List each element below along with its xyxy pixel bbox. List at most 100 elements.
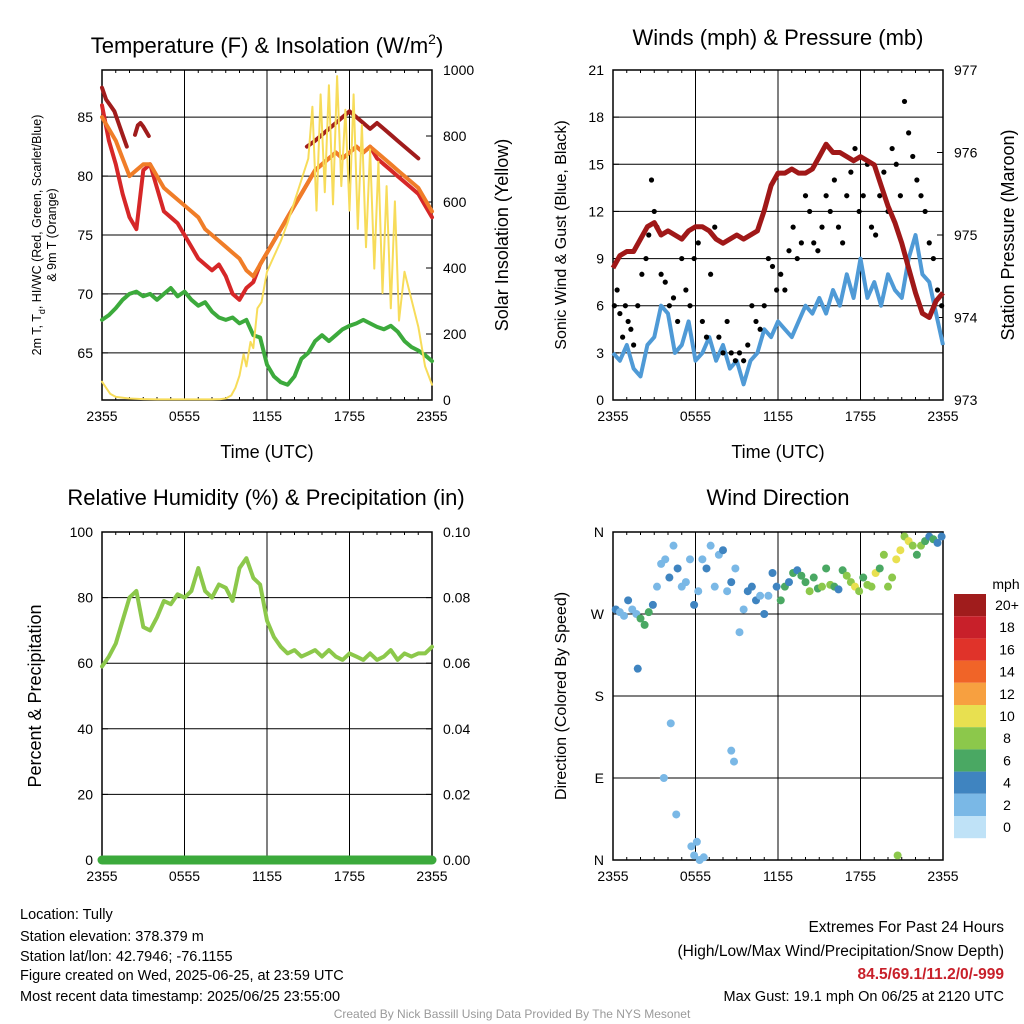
gust-point (635, 303, 641, 309)
gust-point (889, 145, 895, 152)
gust-point (897, 193, 903, 199)
direction-point (937, 532, 946, 541)
legend-label: 12 (999, 686, 1015, 702)
gust-point (620, 334, 626, 340)
gust-point (639, 271, 645, 277)
gust-point (786, 248, 792, 254)
location-text: Location: Tully (20, 907, 113, 923)
gust-point (753, 318, 759, 325)
gust-point (648, 177, 655, 183)
legend-label: 16 (999, 641, 1015, 657)
x-tick-label: 0555 (169, 408, 200, 424)
y-tick-label-left: E (595, 770, 604, 786)
legend-swatch (954, 682, 986, 705)
y-tick-label-left: 21 (588, 62, 604, 78)
y-tick-label-left: W (591, 606, 605, 622)
direction-point (892, 555, 901, 564)
gust-point (646, 232, 652, 238)
gust-point (782, 287, 788, 293)
gust-point (631, 342, 637, 348)
y-axis-label-left: Direction (Colored By Speed) (553, 592, 570, 800)
gust-point (840, 240, 846, 246)
direction-point (665, 573, 674, 582)
y-tick-label-left: 40 (77, 721, 93, 737)
gust-point (856, 208, 862, 215)
gust-point (807, 208, 813, 215)
gust-point (617, 310, 623, 317)
y-tick-label-right: 977 (954, 62, 978, 78)
gust-point (708, 271, 714, 277)
title-end: ) (436, 33, 443, 58)
x-tick-label: 2355 (597, 868, 628, 884)
gust-point (622, 303, 628, 309)
x-tick-label: 2355 (416, 408, 447, 424)
direction-point (669, 541, 678, 550)
y-tick-label-left: 0 (596, 392, 604, 408)
max-gust-text: Max Gust: 19.1 mph On 06/25 at 2120 UTC (723, 989, 1004, 1005)
gust-point (724, 318, 730, 325)
direction-point (747, 582, 756, 591)
chart-title: Wind Direction (706, 485, 849, 510)
credit-text: Created By Nick Bassill Using Data Provi… (333, 1007, 691, 1021)
direction-point (822, 564, 831, 573)
y-tick-label-right: 0.08 (443, 590, 470, 606)
gust-point (670, 295, 677, 301)
direction-point (760, 610, 769, 618)
legend-title: mph (992, 576, 1019, 592)
direction-point (633, 664, 642, 673)
gust-point (745, 342, 751, 348)
y-tick-label-right: 0.02 (443, 786, 470, 802)
recent-data-text: Most recent data timestamp: 2025/06/25 2… (20, 989, 341, 1005)
gust-point (835, 224, 842, 230)
extremes-subtitle: (High/Low/Max Wind/Precipitation/Snow De… (677, 943, 1005, 960)
x-tick-label: 1755 (845, 408, 876, 424)
legend-swatch (954, 616, 986, 639)
gust-point (873, 232, 879, 238)
gust-point (691, 255, 697, 262)
direction-point (690, 600, 699, 609)
gust-point (666, 303, 672, 309)
direction-point (893, 851, 902, 860)
gust-point (741, 358, 747, 364)
gust-point (778, 271, 784, 277)
direction-point (644, 608, 653, 617)
y-tick-label-left: 75 (77, 227, 93, 243)
y-tick-label-left: 15 (588, 156, 604, 172)
y-tick-label-left: 80 (77, 590, 93, 606)
y-axis-label-left-line2: & 9m T (Orange) (45, 188, 59, 281)
x-tick-label: 2355 (927, 868, 958, 884)
winds-panel: 2355 0555 1155 1755 235503691215182197397497… (553, 25, 1018, 462)
y-tick-label-right: 976 (954, 145, 978, 161)
y-tick-label-right: 200 (443, 326, 467, 342)
gust-point (703, 334, 710, 340)
direction-point (686, 555, 694, 564)
gust-point (868, 224, 875, 230)
temperature-panel: 2355 0555 1155 1755 2355 65 70 75 80 85 0 200 400 600… (30, 31, 512, 462)
y-tick-label-left: 12 (588, 203, 604, 219)
direction-point (896, 546, 905, 555)
y-tick-label-right: 0.06 (443, 655, 470, 671)
direction-point (636, 614, 645, 623)
chart-title: Winds (mph) & Pressure (mb) (633, 25, 924, 50)
direction-point (690, 851, 699, 860)
y-tick-label-right: 0 (443, 392, 451, 408)
y-tick-label-left: 20 (77, 786, 93, 802)
gust-point (815, 248, 821, 254)
x-tick-label: 2355 (927, 408, 958, 424)
direction-point (818, 582, 826, 591)
x-tick-label: 2355 (86, 408, 117, 424)
gust-point (614, 287, 620, 293)
y-tick-label-left: 85 (77, 109, 93, 125)
x-tick-label: 2355 (597, 408, 628, 424)
y-tick-label-right: 0.04 (443, 721, 470, 737)
direction-point (888, 573, 897, 582)
x-axis-label: Time (UTC) (220, 442, 313, 462)
y-tick-label-right: 0.00 (443, 852, 470, 868)
y-tick-label-left: 60 (77, 655, 93, 671)
gust-point (728, 350, 734, 356)
direction-point (661, 555, 670, 564)
series-line-solar (101, 75, 433, 401)
y-tick-label-left: 3 (596, 345, 604, 361)
direction-point (699, 853, 708, 862)
